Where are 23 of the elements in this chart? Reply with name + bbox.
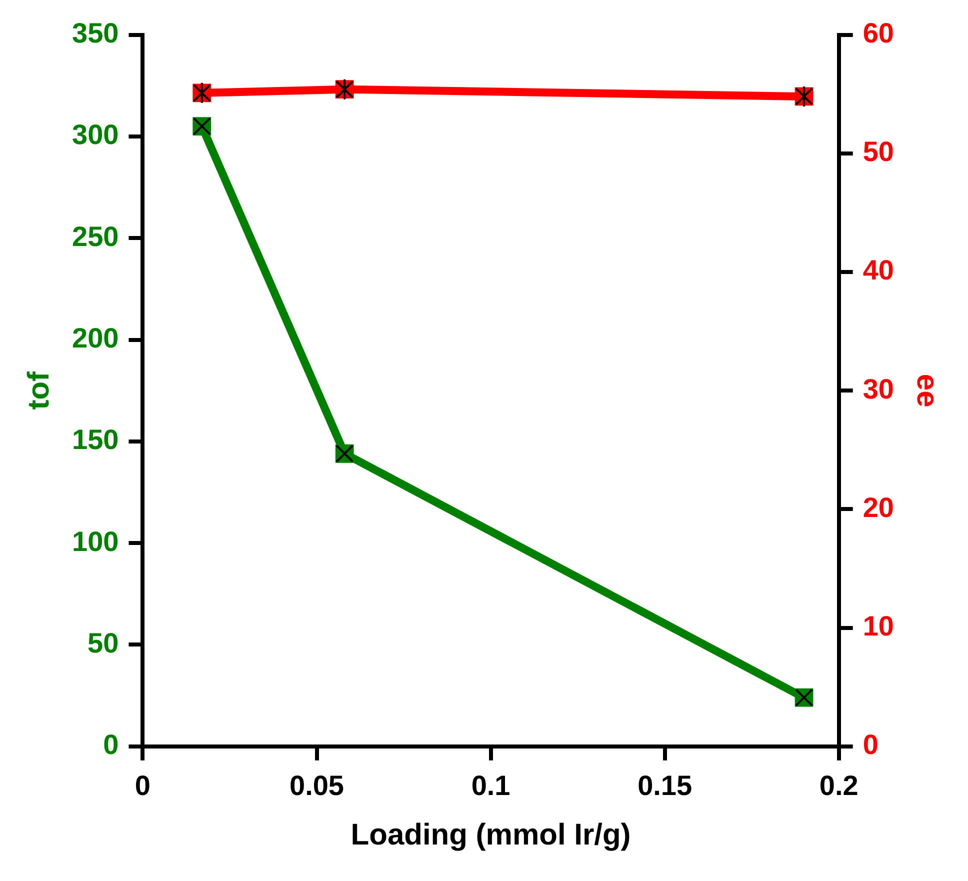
x-tick-label: 0.05 bbox=[290, 770, 344, 801]
x-tick-label: 0.1 bbox=[471, 770, 510, 801]
y-tick-label: 250 bbox=[72, 220, 119, 252]
x-axis-title: Loading (mmol Ir/g) bbox=[350, 818, 631, 852]
y2-tick-label: 10 bbox=[862, 610, 894, 642]
x-tick-label: 0.2 bbox=[819, 770, 858, 801]
y-tick-label: 150 bbox=[72, 424, 119, 456]
y-tick-label: 0 bbox=[103, 729, 119, 760]
y-tick-label: 50 bbox=[88, 627, 119, 658]
y2-tick-label: 50 bbox=[862, 136, 894, 168]
y-tick-label: 350 bbox=[72, 18, 119, 49]
y2-tick-label: 40 bbox=[862, 254, 894, 286]
x-tick-label: 0 bbox=[134, 770, 151, 801]
x-tick-label: 0.15 bbox=[638, 770, 692, 801]
y-tick-label: 200 bbox=[72, 322, 119, 354]
y2-tick-label: 20 bbox=[862, 492, 894, 523]
y-tick-label: 100 bbox=[72, 526, 119, 557]
y2-tick-label: 0 bbox=[862, 729, 878, 760]
y2-axis-title: ee bbox=[910, 374, 944, 408]
y2-tick-label: 30 bbox=[862, 373, 894, 404]
y-tick-label: 300 bbox=[72, 119, 119, 150]
y2-tick-label: 60 bbox=[862, 18, 894, 49]
y-axis-title: tof bbox=[22, 370, 56, 410]
